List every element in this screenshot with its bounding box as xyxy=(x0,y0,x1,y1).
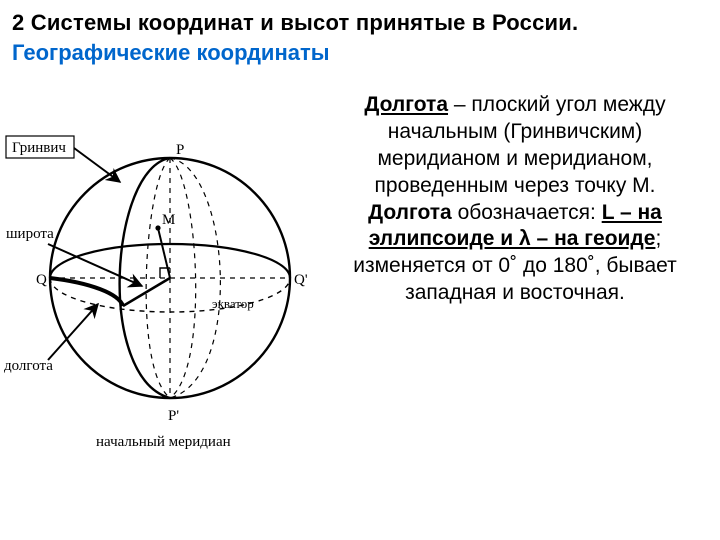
label-m: M xyxy=(162,212,175,228)
label-q-left: Q xyxy=(36,272,47,288)
definition-mid: обозначается: xyxy=(452,201,602,224)
label-lon: долгота xyxy=(4,358,53,374)
definition-para-2: Долгота обозначается: L – на эллипсоиде … xyxy=(326,200,704,308)
page-subtitle: Географические координаты xyxy=(0,40,720,74)
greenwich-arrow-icon xyxy=(74,148,120,182)
label-greenwich: Гринвич xyxy=(12,140,66,156)
label-p-top: P xyxy=(176,142,184,158)
content-row: Гринвич широта долгота Q Q' P P' M экват… xyxy=(0,74,720,478)
definition-para-1: Долгота – плоский угол между начальным (… xyxy=(326,92,704,200)
longitude-arc-icon xyxy=(50,278,123,306)
label-q-right: Q' xyxy=(294,272,308,288)
label-prime-meridian: начальный меридиан xyxy=(96,434,231,450)
radius-foot-icon xyxy=(123,278,170,306)
term-longitude-2: Долгота xyxy=(368,201,452,224)
globe-diagram: Гринвич широта долгота Q Q' P P' M экват… xyxy=(0,74,320,478)
page-title: 2 Системы координат и высот принятые в Р… xyxy=(0,0,720,40)
label-p-bot: P' xyxy=(168,408,179,424)
label-lat: широта xyxy=(6,226,54,242)
label-equator: экватор xyxy=(212,296,254,311)
point-m-icon xyxy=(155,225,160,230)
term-longitude: Долгота xyxy=(364,93,448,116)
meridian-m-front-icon xyxy=(146,158,170,398)
definition-text: Долгота – плоский угол между начальным (… xyxy=(320,74,712,307)
